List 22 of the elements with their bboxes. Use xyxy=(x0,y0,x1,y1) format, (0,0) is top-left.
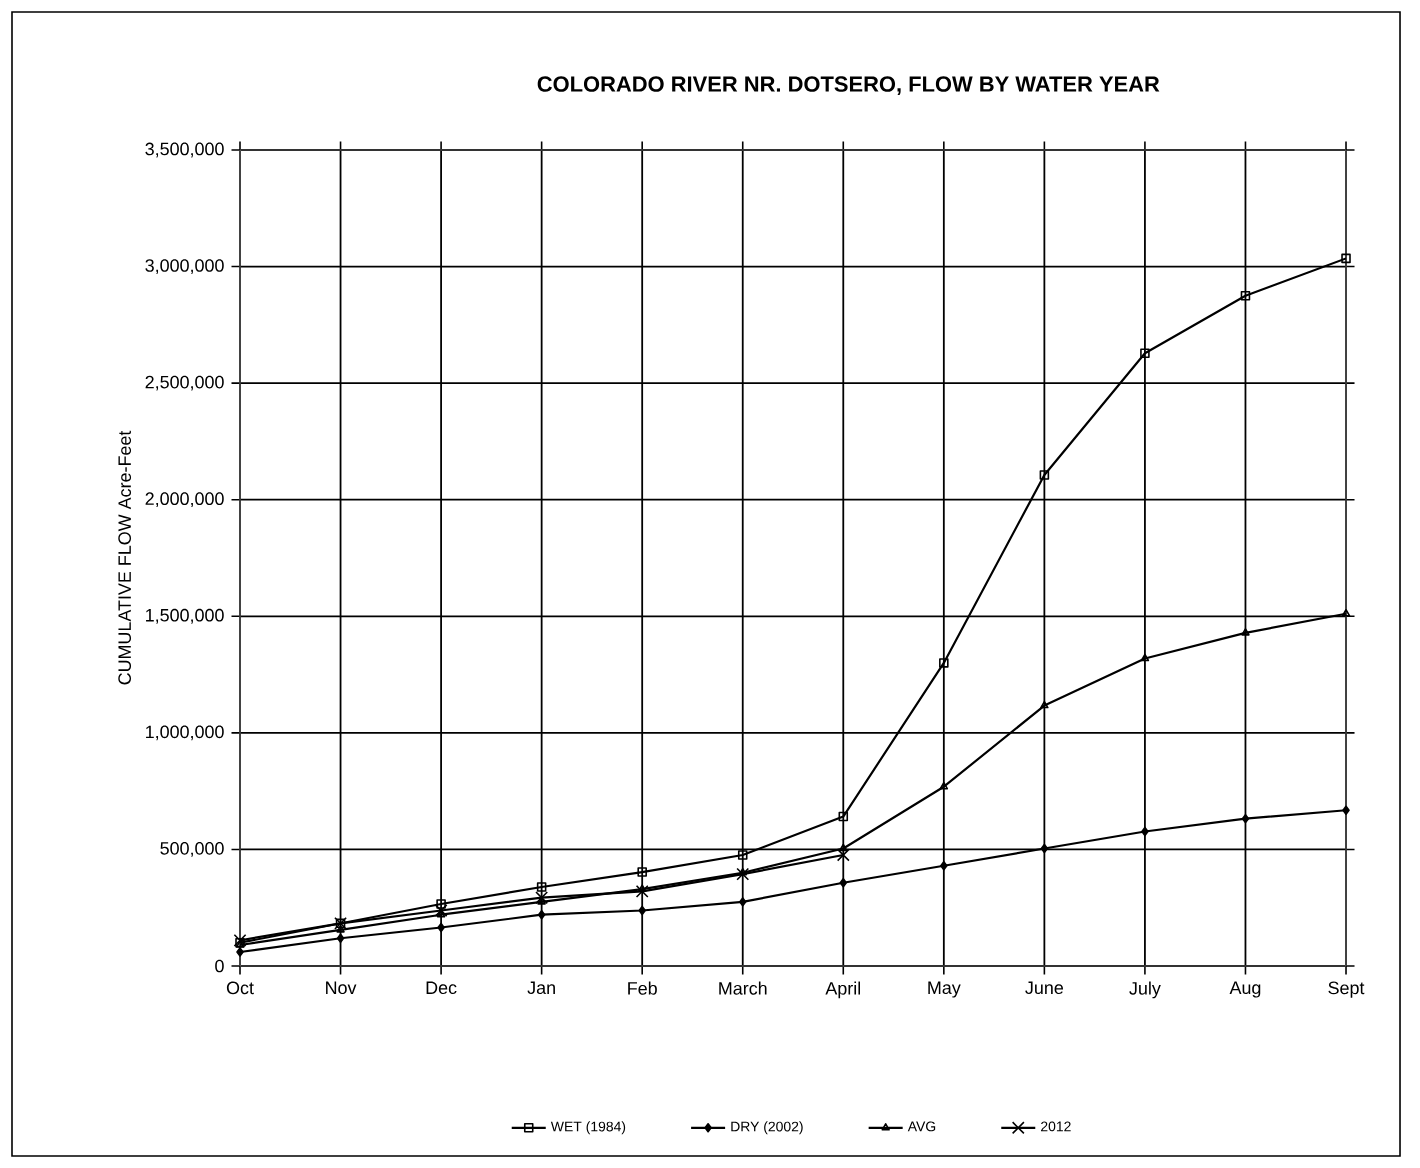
x-tick-label: Oct xyxy=(226,981,254,995)
x-tick-label: Sept xyxy=(1328,981,1365,998)
y-tick-label: 500,000 xyxy=(160,842,224,857)
y-tick-label: 1,000,000 xyxy=(146,725,224,741)
x-tick-label: June xyxy=(1025,981,1064,995)
x-tick-label: Dec xyxy=(426,981,457,995)
y-tick-label: 2,500,000 xyxy=(145,375,224,391)
x-tick-label: Aug xyxy=(1229,981,1261,998)
chart-title: COLORADO RIVER NR. DOTSERO, FLOW BY WATER YEAR xyxy=(537,76,1160,96)
x-tick-label: Feb xyxy=(628,981,657,995)
y-tick-label: 2,000,000 xyxy=(145,492,224,508)
y-tick-label: 3,500,000 xyxy=(145,142,224,158)
x-tick-label: Nov xyxy=(326,981,357,995)
x-tick-label: March xyxy=(719,981,767,995)
y-tick-label: 0 xyxy=(215,959,224,973)
y-tick-label: 1,500,000 xyxy=(146,608,224,624)
y-axis-title: CUMULATIVE FLOW Acre-Feet xyxy=(118,430,132,685)
x-tick-label: July xyxy=(1129,981,1161,999)
x-tick-label: May xyxy=(928,981,961,998)
x-tick-label: April xyxy=(825,981,861,999)
x-tick-label: Jan xyxy=(527,981,555,995)
y-tick-label: 3,000,000 xyxy=(145,259,224,274)
